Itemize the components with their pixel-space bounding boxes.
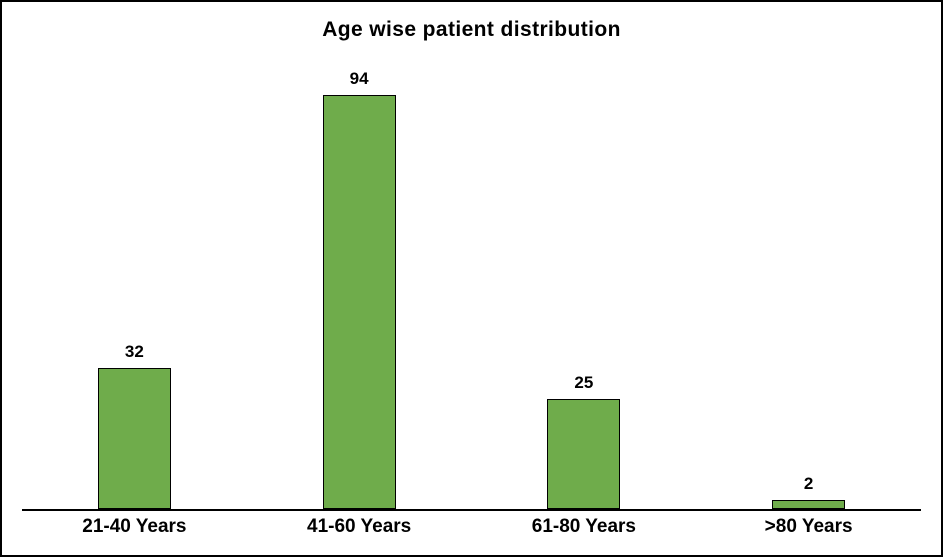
- bar-value-label: 25: [574, 373, 594, 392]
- bar: [322, 95, 396, 509]
- x-axis-label: 41-60 Years: [307, 516, 412, 537]
- chart-title: Age wise patient distribution: [322, 18, 621, 41]
- bar-value-label: 2: [803, 474, 814, 494]
- bar: [547, 399, 621, 509]
- x-axis-labels: 21-40 Years 41-60 Years 61-80 Years >80 Yea…: [22, 516, 921, 538]
- x-axis-label: >80 Years: [764, 516, 853, 537]
- bar: [97, 368, 171, 509]
- bar-value-label: 94: [349, 69, 369, 89]
- x-axis-label: 61-80 Years: [531, 516, 636, 537]
- bar-slot: 32: [22, 69, 247, 509]
- bar-slot: 94: [247, 69, 472, 509]
- bar-slot: 2: [696, 69, 921, 509]
- x-axis-label: 21-40 Years: [82, 516, 187, 537]
- bar: [772, 500, 846, 509]
- bar-slot: 25: [472, 69, 697, 509]
- plot-area: 32 94 25 2: [22, 69, 921, 511]
- bar-value-label: 32: [124, 342, 144, 362]
